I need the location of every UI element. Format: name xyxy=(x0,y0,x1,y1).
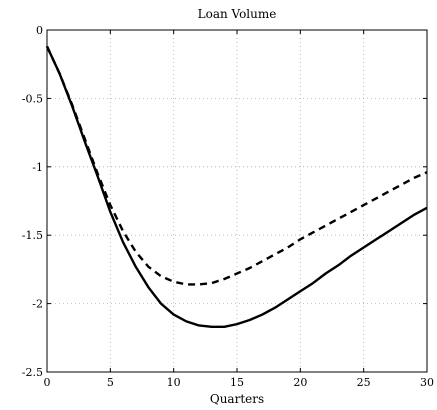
y-tick-label: -0.5 xyxy=(22,92,43,105)
grid-lines xyxy=(47,30,427,372)
dashed-series-line xyxy=(45,45,428,286)
x-tick-label: 0 xyxy=(44,376,51,389)
x-tick-labels: 0 5 10 15 20 25 30 xyxy=(44,376,435,389)
series-layer xyxy=(45,45,428,329)
plot-frame xyxy=(46,29,428,373)
axis-ticks xyxy=(46,29,428,373)
y-tick-label: -1 xyxy=(32,161,43,174)
x-tick-label: 15 xyxy=(230,376,244,389)
x-tick-label: 5 xyxy=(107,376,114,389)
y-tick-label: -2.5 xyxy=(22,366,43,379)
x-tick-label: 25 xyxy=(357,376,371,389)
y-tick-labels: 0 -0.5 -1 -1.5 -2 -2.5 xyxy=(22,24,43,379)
x-tick-label: 10 xyxy=(167,376,181,389)
y-tick-label: 0 xyxy=(36,24,43,37)
y-tick-label: -2 xyxy=(32,298,43,311)
solid-series-line xyxy=(45,45,428,329)
chart-title: Loan Volume xyxy=(198,7,277,21)
x-tick-label: 30 xyxy=(420,376,434,389)
x-tick-label: 20 xyxy=(293,376,307,389)
y-tick-label: -1.5 xyxy=(22,229,43,242)
x-axis-label: Quarters xyxy=(210,392,264,406)
